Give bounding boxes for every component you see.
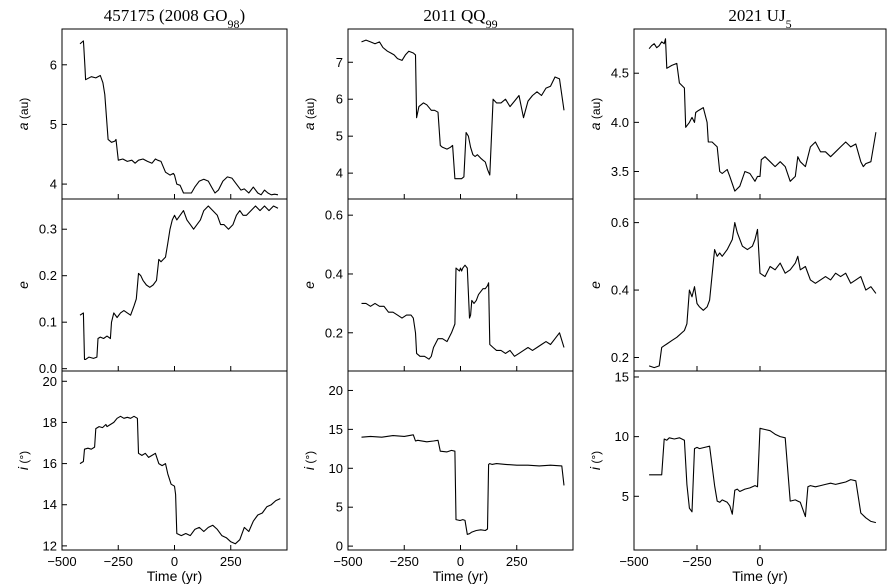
series-line — [361, 434, 565, 535]
y-axis-label: i (°) — [301, 451, 317, 470]
y-tick-label: 20 — [43, 374, 57, 389]
column-title: 2011 QQ99 — [423, 6, 497, 31]
x-tick-label: 0 — [457, 554, 464, 569]
y-tick-label: 5 — [50, 117, 57, 132]
y-axis-label: i (°) — [587, 451, 603, 470]
y-tick-label: 5 — [622, 489, 629, 504]
panel-frame — [61, 198, 288, 372]
panel-frame — [633, 198, 887, 372]
y-axis-label: e — [587, 281, 603, 289]
y-tick-label: 4.0 — [611, 115, 629, 130]
panel-frame — [61, 28, 288, 200]
y-axis-label: e — [301, 281, 317, 289]
y-tick-label: 0.6 — [611, 215, 629, 230]
series-line — [648, 222, 877, 369]
column-title: 2021 UJ5 — [728, 6, 791, 31]
series-line — [79, 415, 281, 545]
series-line — [79, 40, 279, 196]
y-tick-label: 0.2 — [39, 268, 57, 283]
x-tick-label: −500 — [619, 554, 648, 569]
x-tick-label: −500 — [333, 554, 362, 569]
y-tick-label: 0 — [336, 539, 343, 554]
x-tick-label: 0 — [756, 554, 763, 569]
y-tick-label: 0.1 — [39, 315, 57, 330]
y-tick-label: 0.6 — [325, 208, 343, 223]
panel-frame — [61, 370, 288, 551]
y-tick-label: 14 — [43, 497, 57, 512]
y-axis-label: a (au) — [15, 98, 31, 130]
series-line — [361, 39, 565, 180]
y-tick-label: 0.4 — [611, 283, 629, 298]
panel-frame — [347, 28, 574, 200]
y-tick-label: 0.4 — [325, 266, 343, 281]
x-axis-label: Time (yr) — [433, 568, 488, 584]
y-tick-label: 0.2 — [611, 350, 629, 365]
y-tick-label: 3.5 — [611, 164, 629, 179]
series-line — [79, 205, 279, 360]
y-tick-label: 7 — [336, 55, 343, 70]
y-axis-label: e — [15, 281, 31, 289]
x-tick-label: 250 — [506, 554, 528, 569]
y-tick-label: 4.5 — [611, 66, 629, 81]
series-line — [361, 264, 565, 360]
x-tick-label: −500 — [47, 554, 76, 569]
y-tick-label: 5 — [336, 500, 343, 515]
y-axis-label: i (°) — [15, 451, 31, 470]
y-tick-label: 6 — [50, 57, 57, 72]
x-tick-label: −250 — [104, 554, 133, 569]
x-tick-label: 0 — [171, 554, 178, 569]
y-axis-label: a (au) — [301, 98, 317, 130]
y-axis-label: a (au) — [587, 98, 603, 130]
y-tick-label: 15 — [329, 422, 343, 437]
y-tick-label: 12 — [43, 538, 57, 553]
y-tick-label: 15 — [615, 369, 629, 384]
panel-frame — [347, 198, 574, 372]
series-line — [649, 427, 877, 524]
column-title: 457175 (2008 GO98) — [104, 6, 245, 31]
y-tick-label: 0.2 — [325, 325, 343, 340]
y-tick-label: 10 — [615, 429, 629, 444]
panel-frame — [347, 370, 574, 551]
y-tick-label: 4 — [50, 177, 57, 192]
y-tick-label: 16 — [43, 456, 57, 471]
y-tick-label: 4 — [336, 166, 343, 181]
y-tick-label: 18 — [43, 415, 57, 430]
x-tick-label: −250 — [682, 554, 711, 569]
y-tick-label: 5 — [336, 129, 343, 144]
panel-frame — [633, 370, 887, 551]
y-tick-label: 0.0 — [39, 361, 57, 376]
x-axis-label: Time (yr) — [147, 568, 202, 584]
y-tick-label: 6 — [336, 92, 343, 107]
x-tick-label: 250 — [220, 554, 242, 569]
y-tick-label: 10 — [329, 461, 343, 476]
x-axis-label: Time (yr) — [732, 568, 787, 584]
y-tick-label: 20 — [329, 383, 343, 398]
series-line — [648, 38, 877, 192]
x-tick-label: −250 — [390, 554, 419, 569]
y-tick-label: 0.3 — [39, 222, 57, 237]
